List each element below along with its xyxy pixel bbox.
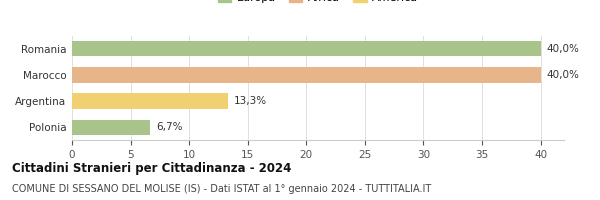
Bar	[72, 93, 228, 109]
Bar	[72, 120, 151, 135]
Text: Cittadini Stranieri per Cittadinanza - 2024: Cittadini Stranieri per Cittadinanza - 2…	[12, 162, 292, 175]
Text: 40,0%: 40,0%	[547, 44, 580, 54]
Bar	[72, 41, 541, 56]
Text: 6,7%: 6,7%	[157, 122, 183, 132]
Text: 40,0%: 40,0%	[547, 70, 580, 80]
Text: 13,3%: 13,3%	[233, 96, 267, 106]
Text: COMUNE DI SESSANO DEL MOLISE (IS) - Dati ISTAT al 1° gennaio 2024 - TUTTITALIA.I: COMUNE DI SESSANO DEL MOLISE (IS) - Dati…	[12, 184, 431, 194]
Bar	[72, 67, 541, 83]
Legend: Europa, Africa, America: Europa, Africa, America	[213, 0, 423, 7]
